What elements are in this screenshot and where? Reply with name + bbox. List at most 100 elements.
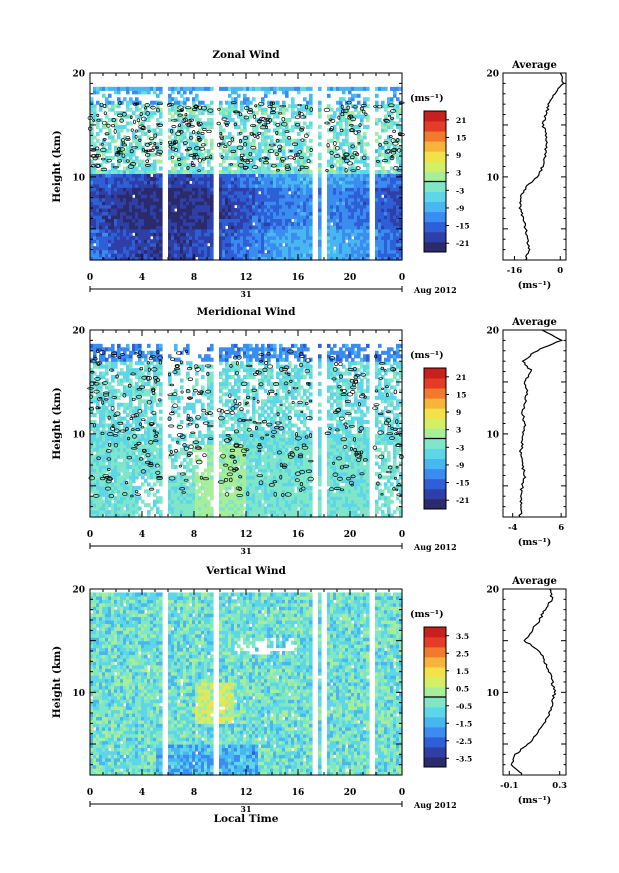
heatmap-cell xyxy=(384,118,388,123)
heatmap-cell xyxy=(345,253,349,258)
heatmap-cell xyxy=(198,111,202,116)
heatmap-cell xyxy=(381,253,385,258)
heatmap-cell xyxy=(339,197,343,202)
heatmap-cell xyxy=(90,451,94,456)
heatmap-cell xyxy=(177,246,181,251)
contour-mark xyxy=(197,105,203,110)
heatmap-cell xyxy=(159,246,163,251)
heatmap-cell xyxy=(111,118,115,123)
heatmap-cell xyxy=(153,246,157,251)
heatmap-cell xyxy=(225,142,229,147)
heatmap-cell xyxy=(126,225,130,230)
heatmap-cell xyxy=(117,451,121,456)
heatmap-cell xyxy=(123,173,127,178)
heatmap-cell xyxy=(207,173,211,178)
heatmap-cell xyxy=(249,225,253,230)
heatmap-cell xyxy=(153,350,157,355)
heatmap-cell xyxy=(393,183,397,188)
heatmap-cell xyxy=(96,242,100,247)
heatmap-cell xyxy=(357,176,361,181)
heatmap-cell xyxy=(153,375,157,380)
heatmap-cell xyxy=(318,239,322,244)
heatmap-cell xyxy=(240,107,244,112)
heatmap-cell xyxy=(171,159,175,164)
heatmap-cell xyxy=(270,232,274,237)
heatmap-cell xyxy=(135,90,139,95)
heatmap-cell xyxy=(300,253,304,258)
heatmap-cell xyxy=(177,256,181,261)
heatmap-cell xyxy=(267,114,271,119)
heatmap-cell xyxy=(387,138,391,143)
heatmap-cell xyxy=(288,180,292,185)
panel-title: Meridional Wind xyxy=(197,306,296,318)
heatmap-cell xyxy=(330,156,334,161)
heatmap-cell xyxy=(90,253,94,258)
heatmap-cell xyxy=(204,190,208,195)
heatmap-cell xyxy=(111,204,115,209)
heatmap-cell xyxy=(156,197,160,202)
heatmap-cell xyxy=(99,246,103,251)
heatmap-cell xyxy=(336,190,340,195)
heatmap-cell xyxy=(132,350,136,355)
heatmap-cell xyxy=(93,111,97,116)
heatmap-cell xyxy=(279,256,283,261)
heatmap-cell xyxy=(303,190,307,195)
heatmap-cell xyxy=(108,347,112,352)
heatmap-cell xyxy=(132,440,136,445)
heatmap-cell xyxy=(156,506,160,511)
heatmap-cell xyxy=(156,225,160,230)
heatmap-cell xyxy=(114,451,118,456)
heatmap-cell xyxy=(135,447,139,452)
heatmap-cell xyxy=(90,392,94,397)
heatmap-cell xyxy=(99,214,103,220)
heatmap-cell xyxy=(261,194,265,199)
contour-mark xyxy=(229,163,233,166)
heatmap-cell xyxy=(129,239,133,244)
heatmap-cell xyxy=(378,118,382,123)
heatmap-cell xyxy=(201,194,205,199)
heatmap-cell xyxy=(282,131,286,136)
contour-mark xyxy=(144,142,151,147)
heatmap-cell xyxy=(153,159,157,164)
heatmap-cell xyxy=(114,208,118,213)
heatmap-cell xyxy=(351,253,355,258)
heatmap-cell xyxy=(168,97,172,102)
heatmap-cell xyxy=(339,246,343,251)
heatmap-cell xyxy=(111,249,115,254)
heatmap-cell xyxy=(258,145,262,150)
heatmap-cell xyxy=(330,197,334,202)
heatmap-cell xyxy=(351,246,355,251)
heatmap-cell xyxy=(273,100,277,105)
heatmap-cell xyxy=(135,239,139,244)
heatmap-cell xyxy=(108,354,112,359)
heatmap-cell xyxy=(93,190,97,195)
heatmap-cell xyxy=(354,173,358,178)
heatmap-cell xyxy=(246,156,250,161)
heatmap-cell xyxy=(300,221,304,226)
heatmap-cell xyxy=(141,350,145,355)
heatmap-cell xyxy=(228,166,232,171)
contour-mark xyxy=(299,126,305,130)
heatmap-cell xyxy=(105,173,109,178)
heatmap-cell xyxy=(189,211,193,216)
heatmap-cell xyxy=(297,232,301,237)
heatmap-cell xyxy=(234,124,238,129)
heatmap-cell xyxy=(252,187,256,192)
heatmap-cell xyxy=(147,124,151,129)
heatmap-cell xyxy=(189,176,193,181)
heatmap-cell xyxy=(240,176,244,181)
heatmap-cell xyxy=(147,183,151,188)
heatmap-cell xyxy=(306,201,310,206)
heatmap-cell xyxy=(90,100,94,105)
heatmap-cell xyxy=(384,149,388,154)
heatmap-cell xyxy=(237,201,241,206)
heatmap-cell xyxy=(270,204,274,209)
heatmap-cell xyxy=(255,131,259,136)
heatmap-cell xyxy=(240,190,244,195)
average-x-tick-label: -16 xyxy=(507,266,522,276)
heatmap-cell xyxy=(345,228,349,233)
heatmap-cell xyxy=(225,214,229,220)
contour-mark xyxy=(170,147,176,151)
heatmap-cell xyxy=(342,169,346,175)
heatmap-cell xyxy=(384,128,388,133)
